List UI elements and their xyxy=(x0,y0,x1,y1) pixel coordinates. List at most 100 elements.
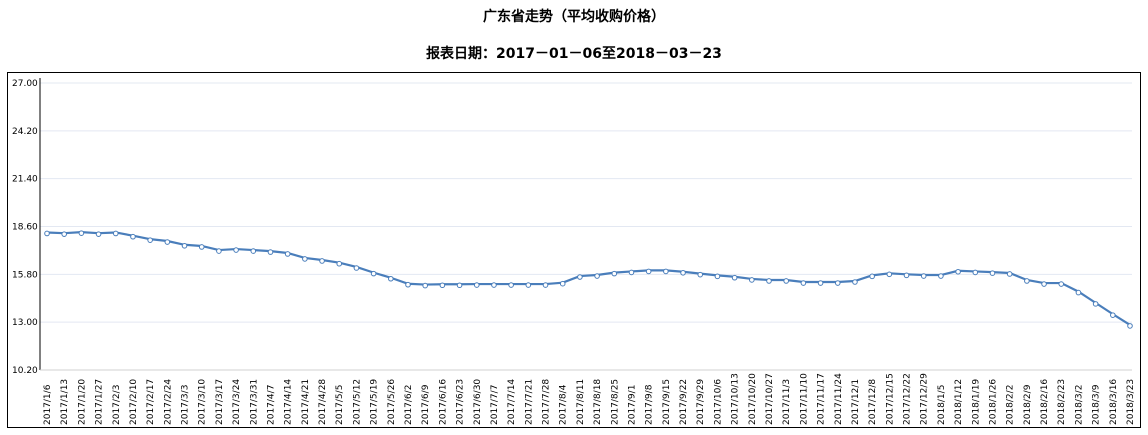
data-point xyxy=(1006,271,1013,277)
data-point xyxy=(78,230,85,236)
x-tick-label: 2017/2/17 xyxy=(146,379,156,425)
data-point xyxy=(1058,281,1065,287)
data-point xyxy=(370,270,377,277)
x-tick-label: 2017/1/13 xyxy=(60,379,70,425)
x-tick-label: 2017/3/3 xyxy=(181,385,191,425)
data-point xyxy=(181,242,188,249)
chart-frame xyxy=(7,72,1141,428)
x-tick-label: 2017/2/10 xyxy=(129,379,139,425)
x-tick-label: 2017/12/29 xyxy=(920,373,930,425)
x-tick-label: 2017/4/28 xyxy=(318,379,328,425)
x-tick-label: 2017/2/3 xyxy=(112,385,122,425)
data-point xyxy=(508,282,514,288)
x-tick-label: 2017/9/8 xyxy=(645,384,655,425)
x-tick-label: 2017/3/31 xyxy=(249,379,259,425)
data-point xyxy=(628,269,635,276)
data-point xyxy=(903,272,910,279)
data-point xyxy=(1041,281,1047,287)
x-tick-label: 2017/6/23 xyxy=(456,379,466,425)
data-point xyxy=(61,231,67,237)
data-point xyxy=(731,274,738,281)
x-tick-label: 2017/4/14 xyxy=(284,379,294,425)
data-point xyxy=(749,277,755,283)
data-point xyxy=(233,247,239,253)
x-tick-label: 2018/3/23 xyxy=(1126,379,1136,425)
x-tick-label: 2017/11/24 xyxy=(834,373,844,425)
x-tick-label: 2017/4/7 xyxy=(266,385,276,425)
data-point xyxy=(989,270,996,276)
data-point xyxy=(216,248,222,254)
data-point xyxy=(766,278,772,284)
x-tick-label: 2017/7/28 xyxy=(542,379,552,425)
data-point xyxy=(611,270,618,277)
data-point xyxy=(130,233,136,240)
data-point xyxy=(783,278,789,284)
data-point xyxy=(250,248,257,254)
x-tick-label: 2017/9/15 xyxy=(662,379,672,425)
data-point xyxy=(1075,289,1082,296)
data-point xyxy=(559,280,566,287)
x-tick-label: 2017/11/10 xyxy=(799,373,809,425)
x-tick-label: 2017/12/22 xyxy=(903,373,913,425)
data-point xyxy=(1127,323,1133,329)
chart-title: 广东省走势（平均收购价格） xyxy=(483,9,665,25)
x-tick-label: 2017/4/21 xyxy=(301,379,311,425)
data-point xyxy=(336,260,343,267)
data-point xyxy=(972,269,979,276)
x-tick-label: 2018/2/9 xyxy=(1023,384,1033,425)
data-point xyxy=(697,271,704,278)
x-tick-label: 2017/7/14 xyxy=(507,379,517,425)
data-point xyxy=(473,282,480,288)
x-tick-label: 2017/9/29 xyxy=(696,379,706,425)
x-tick-label: 2018/1/19 xyxy=(971,379,981,425)
x-tick-label: 2017/10/13 xyxy=(731,373,741,425)
data-point xyxy=(319,258,325,264)
x-tick-label: 2017/10/27 xyxy=(765,373,775,425)
data-point xyxy=(869,273,875,280)
data-point xyxy=(542,282,549,288)
data-point xyxy=(388,275,394,282)
x-tick-label: 2018/3/9 xyxy=(1092,384,1102,425)
x-tick-label: 2018/3/16 xyxy=(1109,379,1119,425)
data-point xyxy=(95,231,102,237)
data-point xyxy=(714,273,721,280)
data-point xyxy=(147,237,153,243)
x-tick-label: 2017/5/5 xyxy=(335,385,345,425)
data-point xyxy=(680,269,686,276)
x-tick-label: 2018/1/5 xyxy=(937,385,947,425)
x-tick-label: 2018/2/23 xyxy=(1057,379,1067,425)
data-point xyxy=(834,280,841,286)
y-tick-label: 13.00 xyxy=(12,318,38,328)
x-tick-label: 2017/9/22 xyxy=(679,379,689,425)
x-tick-label: 2018/2/16 xyxy=(1040,379,1050,425)
x-tick-label: 2017/12/8 xyxy=(868,379,878,425)
data-point xyxy=(456,282,463,289)
x-tick-label: 2017/2/24 xyxy=(163,379,173,425)
x-tick-label: 2017/1/27 xyxy=(95,379,105,425)
data-point xyxy=(577,274,583,280)
x-tick-label: 2017/5/12 xyxy=(352,379,362,425)
x-tick-label: 2017/11/3 xyxy=(782,379,792,425)
x-tick-label: 2017/8/11 xyxy=(576,379,586,425)
data-point xyxy=(302,256,308,262)
data-point xyxy=(938,273,944,279)
x-tick-label: 2017/1/6 xyxy=(43,384,53,425)
x-tick-label: 2017/6/2 xyxy=(404,385,414,425)
x-tick-label: 2017/8/4 xyxy=(559,384,569,425)
x-tick-label: 2017/11/17 xyxy=(817,373,827,425)
series-line xyxy=(46,231,1131,326)
data-point xyxy=(284,251,291,257)
x-tick-label: 2017/5/26 xyxy=(387,379,397,425)
y-tick-label: 21.40 xyxy=(12,175,38,185)
x-tick-label: 2017/10/6 xyxy=(713,379,723,425)
data-point xyxy=(422,282,428,289)
data-point xyxy=(955,268,961,275)
data-point xyxy=(645,268,652,275)
data-point xyxy=(1092,301,1099,307)
x-tick-label: 2017/7/7 xyxy=(490,385,500,425)
x-tick-label: 2017/9/1 xyxy=(627,385,637,425)
data-point xyxy=(1024,278,1030,284)
x-tick-label: 2018/1/12 xyxy=(954,379,964,425)
x-tick-label: 2017/1/20 xyxy=(77,379,87,425)
